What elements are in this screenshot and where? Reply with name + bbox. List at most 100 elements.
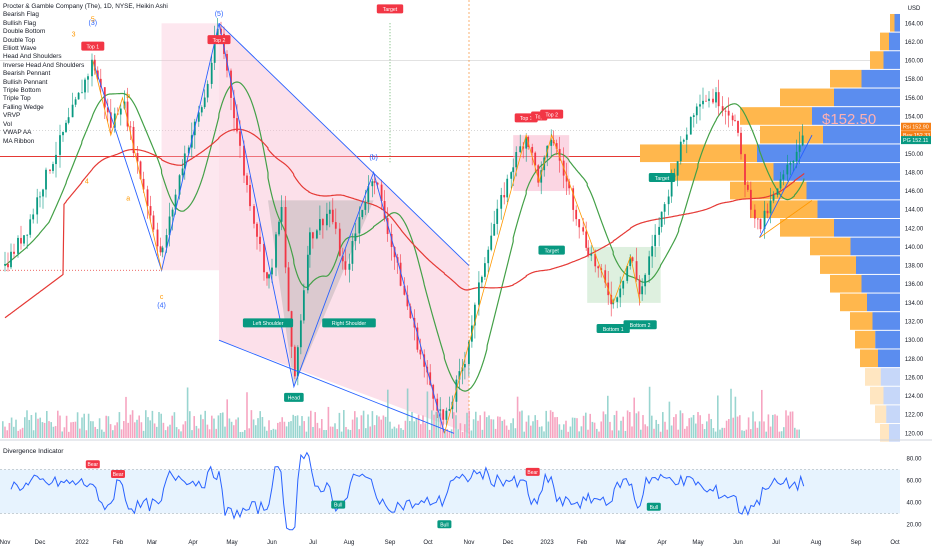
- candle-body: [660, 211, 663, 227]
- legend-item[interactable]: Bearish Pennant: [3, 70, 51, 78]
- volume-bar: [217, 415, 220, 438]
- candle-body: [81, 92, 83, 94]
- candle-body: [361, 209, 364, 218]
- legend-item[interactable]: Double Top: [3, 36, 36, 44]
- volume-bar: [343, 410, 345, 438]
- vrvp-down-bar: [861, 69, 900, 88]
- volume-bar: [371, 411, 374, 438]
- pattern-tag-label: Target: [383, 7, 398, 13]
- volume-bar: [215, 428, 217, 438]
- volume-bar: [516, 396, 519, 438]
- volume-bar: [659, 431, 662, 438]
- volume-bar: [41, 422, 44, 438]
- candle-body: [782, 174, 785, 180]
- volume-bar: [631, 426, 633, 438]
- legend-item[interactable]: Triple Bottom: [3, 87, 41, 95]
- volume-bar: [585, 412, 587, 438]
- candles: [4, 18, 804, 426]
- legend-item[interactable]: Bullish Pennant: [3, 78, 48, 86]
- candle-body: [442, 409, 445, 420]
- volume-bar: [206, 424, 209, 438]
- volume-bar: [191, 430, 193, 438]
- volume-bar: [534, 415, 536, 438]
- candle-body: [52, 164, 54, 171]
- volume-bar: [46, 410, 48, 438]
- candle-body: [23, 235, 25, 244]
- candle-body: [271, 267, 273, 275]
- volume-bar: [345, 427, 347, 438]
- candle-body: [278, 221, 280, 235]
- volume-bar: [796, 429, 798, 438]
- volume-bar: [569, 426, 572, 438]
- candle-body: [705, 100, 707, 102]
- current-price-label: $152.50: [822, 111, 876, 128]
- legend-item[interactable]: VRVP: [3, 112, 21, 120]
- candle-body: [139, 161, 142, 179]
- volume-bar: [591, 421, 594, 438]
- candle-body: [348, 263, 351, 270]
- volume-bar: [125, 396, 127, 438]
- volume-bar: [74, 421, 77, 438]
- price-tag: [901, 136, 931, 145]
- vrvp-up-bar: [855, 330, 876, 349]
- legend-item[interactable]: Triple Top: [3, 95, 31, 103]
- vrvp-up-bar: [820, 256, 856, 274]
- volume-bar: [417, 414, 420, 438]
- wave-lines: [92, 22, 813, 434]
- volume-bar: [604, 414, 607, 438]
- candle-body: [290, 311, 293, 347]
- divergence-signal: [111, 470, 125, 479]
- divergence-signal-label: Bear: [527, 470, 538, 476]
- candle-body: [36, 197, 39, 215]
- volume-bar: [664, 421, 666, 438]
- candle-body: [676, 161, 679, 176]
- volume-bar: [109, 424, 112, 438]
- volume-bar: [268, 420, 270, 438]
- volume-bar: [697, 412, 699, 438]
- legend-item[interactable]: MA Ribbon: [3, 137, 35, 145]
- vrvp-up-bar: [780, 219, 834, 237]
- candle-body: [779, 179, 782, 189]
- legend-item[interactable]: Double Bottom: [3, 28, 46, 36]
- volume-bar: [279, 421, 281, 438]
- legend-item[interactable]: Bullish Flag: [3, 19, 37, 27]
- volume-bar: [538, 426, 541, 438]
- vrvp-up-bar: [830, 69, 862, 88]
- vrvp-down-bar: [773, 163, 900, 181]
- volume-bar: [257, 418, 259, 438]
- pattern-tag-label: Right Shoulder: [332, 321, 367, 327]
- volume-bar: [514, 428, 517, 438]
- legend-item[interactable]: Falling Wedge: [3, 103, 44, 111]
- volume-bar: [338, 412, 341, 438]
- volume-bar: [446, 429, 448, 438]
- volume-bar: [752, 411, 754, 438]
- y-tick-label: 158.00: [905, 77, 924, 83]
- volume-bar: [527, 415, 530, 438]
- candle-body: [203, 97, 206, 108]
- vrvp-down-bar: [872, 312, 900, 330]
- x-tick-label: Oct: [890, 540, 900, 546]
- candle-body: [268, 274, 270, 279]
- volume-bar: [347, 429, 349, 438]
- volume-bar: [734, 396, 737, 438]
- volume-bar: [435, 411, 437, 438]
- candle-body: [383, 201, 386, 219]
- legend-item[interactable]: Bearish Flag: [3, 11, 39, 19]
- candle-body: [287, 267, 290, 312]
- volume-bar: [274, 429, 277, 438]
- volume-bar: [593, 422, 596, 438]
- volume-bar: [505, 425, 508, 438]
- legend-item[interactable]: Elliott Wave: [3, 45, 37, 53]
- legend-item[interactable]: Inverse Head And Shoulders: [3, 61, 85, 69]
- candle-body: [62, 131, 64, 136]
- candle-body: [590, 254, 593, 256]
- volume-bar: [409, 420, 411, 438]
- volume-bar: [690, 417, 693, 438]
- legend-item[interactable]: Head And Shoulders: [3, 53, 62, 61]
- legend-item[interactable]: VWAP AA: [3, 129, 32, 137]
- candle-body: [87, 76, 89, 80]
- pattern-tag: [81, 41, 105, 51]
- volume-bar: [266, 430, 268, 438]
- legend-item[interactable]: Vol: [3, 120, 12, 128]
